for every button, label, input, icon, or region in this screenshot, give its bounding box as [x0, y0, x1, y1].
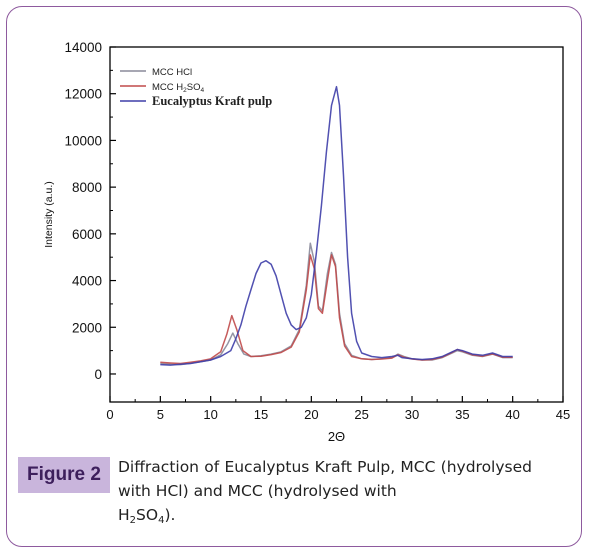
caption-sub2: 2: [129, 515, 137, 526]
x-tick-label: 25: [354, 407, 368, 422]
legend-label-1: MCC HCl: [152, 67, 192, 78]
y-tick-label: 0: [94, 367, 102, 382]
caption-so: SO: [136, 506, 159, 524]
y-tick-label: 2000: [72, 320, 102, 335]
caption-h: H: [118, 506, 130, 524]
series-layer: [160, 85, 513, 366]
figure-frame: [6, 6, 582, 547]
y-tick-label: 8000: [72, 180, 102, 195]
x-tick-label: 5: [157, 407, 164, 422]
series-line-3: [160, 85, 513, 366]
series-line-1: [160, 242, 513, 366]
caption-sub4: 4: [158, 515, 165, 526]
y-tick-label: 12000: [64, 87, 102, 102]
x-tick-label: 10: [203, 407, 217, 422]
caption-line1: Diffraction of Eucalyptus Kraft Pulp, MC…: [118, 458, 532, 500]
y-tick-label: 14000: [64, 40, 102, 55]
x-axis-label: 2Θ: [328, 429, 345, 444]
x-tick-label: 35: [455, 407, 469, 422]
caption-end: ).: [164, 506, 176, 524]
figure-caption: Figure 2 Diffraction of Eucalyptus Kraft…: [18, 455, 538, 535]
x-tick-label: 40: [505, 407, 519, 422]
xrd-chart: 0 5 10 15 20 25 30 35 40 45 0 2000 4000 6000 8000 10000…: [43, 40, 570, 444]
x-tick-label: 30: [405, 407, 419, 422]
figure-label: Figure 2: [18, 457, 110, 493]
x-tick-label: 15: [254, 407, 268, 422]
x-tick-label: 45: [556, 407, 570, 422]
legend-label-2: MCC H2SO4: [152, 82, 205, 94]
axes: 0 5 10 15 20 25 30 35 40 45 0 2000 4000 6000 8000 10000…: [43, 40, 570, 444]
y-tick-label: 4000: [72, 274, 102, 289]
series-line-2: [160, 254, 513, 365]
y-axis-label: Intensity (a.u.): [43, 181, 55, 248]
y-tick-label: 6000: [72, 227, 102, 242]
legend-label-3: Eucalyptus Kraft pulp: [152, 94, 272, 108]
y-tick-label: 10000: [64, 133, 102, 148]
x-tick-label: 20: [304, 407, 318, 422]
caption-text: Diffraction of Eucalyptus Kraft Pulp, MC…: [118, 455, 532, 527]
x-tick-label: 0: [106, 407, 113, 422]
